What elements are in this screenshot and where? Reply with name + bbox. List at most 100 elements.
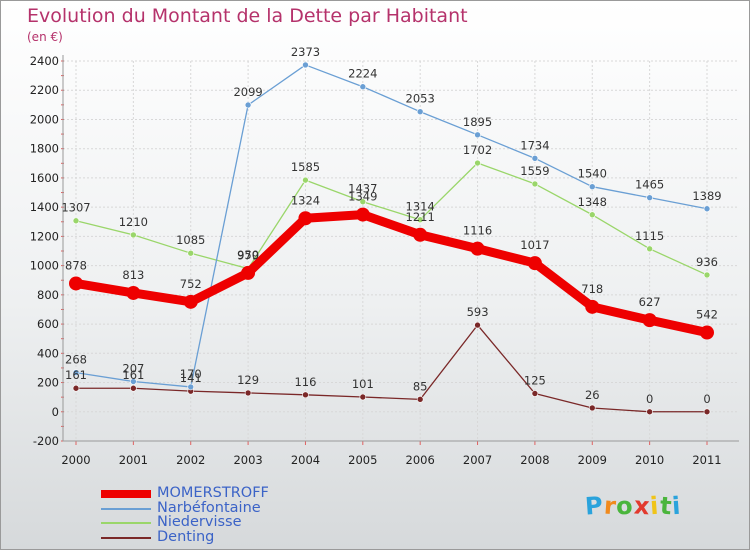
data-point — [355, 207, 370, 222]
data-point — [183, 294, 198, 309]
data-label: 1307 — [61, 201, 90, 215]
data-label: 1734 — [520, 138, 549, 152]
data-label: 1116 — [463, 224, 492, 238]
legend-swatch — [101, 522, 151, 524]
data-point — [703, 408, 711, 416]
data-point — [646, 194, 653, 201]
data-label: 161 — [65, 368, 87, 382]
x-tick-label: 2000 — [61, 453, 90, 467]
data-point — [642, 313, 657, 328]
data-point — [531, 155, 539, 162]
data-label: 2224 — [348, 67, 377, 81]
data-label: 0 — [646, 392, 653, 406]
data-point — [474, 131, 481, 139]
data-point — [703, 271, 711, 279]
y-tick-label: 2200 — [30, 83, 59, 97]
y-tick-label: 600 — [37, 317, 59, 331]
data-label: 950 — [237, 248, 259, 262]
legend-swatch — [101, 490, 151, 498]
data-point — [72, 369, 80, 376]
data-label: 979 — [237, 249, 259, 263]
data-point — [416, 108, 424, 116]
data-point — [69, 276, 83, 291]
data-label: 1702 — [463, 143, 492, 157]
data-point — [130, 384, 137, 392]
data-point — [700, 325, 714, 340]
x-tick-label: 2010 — [635, 453, 664, 467]
y-tick-label: 1400 — [30, 200, 59, 214]
data-label: 1540 — [578, 167, 607, 181]
data-point — [302, 176, 309, 184]
data-point — [359, 83, 367, 91]
data-point — [302, 61, 309, 69]
y-tick-label: 2400 — [30, 54, 59, 68]
legend-label: MOMERSTROFF — [157, 485, 269, 501]
data-label: 627 — [639, 295, 661, 309]
data-point — [531, 390, 539, 397]
data-point — [531, 180, 539, 188]
data-point — [416, 396, 424, 403]
data-label: 1348 — [578, 195, 607, 209]
logo-letter: o — [615, 491, 635, 521]
legend-label: Denting — [157, 528, 215, 545]
data-label: 116 — [294, 375, 316, 389]
y-tick-label: 1200 — [30, 229, 59, 243]
data-point — [72, 384, 80, 392]
y-tick-label: 800 — [37, 288, 59, 302]
data-point — [646, 408, 653, 416]
data-point — [588, 183, 596, 190]
axes: -200020040060080010001200140016001800200… — [30, 54, 739, 467]
data-label: 813 — [122, 268, 144, 282]
y-tick-label: 400 — [37, 346, 59, 360]
data-label: 542 — [696, 308, 718, 322]
data-label: 1559 — [520, 164, 549, 178]
data-label: 878 — [65, 258, 87, 272]
data-labels: 878 813 752 950 1324 1349 1211 1116 1017 718 627 54… — [61, 45, 721, 406]
data-label: 1895 — [463, 115, 492, 129]
chart-unit: (en €) — [27, 30, 63, 44]
data-point — [244, 389, 252, 397]
data-point — [646, 245, 653, 253]
x-tick-label: 2008 — [520, 453, 549, 467]
data-label: 0 — [703, 392, 710, 406]
series-line-Denting — [75, 324, 708, 413]
x-tick-label: 2005 — [348, 453, 377, 467]
y-tick-label: 1000 — [30, 259, 59, 273]
x-tick-label: 2006 — [406, 453, 435, 467]
data-point — [474, 159, 481, 167]
y-tick-label: 200 — [37, 376, 59, 390]
data-label: 170 — [180, 367, 202, 381]
data-label: 1324 — [291, 193, 320, 207]
data-point — [241, 265, 256, 280]
data-point — [359, 198, 367, 206]
proxiti-logo: Proxiti — [584, 491, 682, 521]
y-tick-label: 0 — [52, 405, 59, 419]
data-point — [585, 299, 600, 314]
data-point — [474, 321, 481, 329]
data-label: 752 — [180, 277, 202, 291]
data-label: 26 — [585, 388, 600, 402]
legend-swatch — [101, 536, 151, 539]
x-tick-label: 2011 — [692, 453, 721, 467]
data-label: 1349 — [348, 190, 377, 204]
series-line-Niedervisse — [75, 162, 708, 276]
data-label: 125 — [524, 374, 546, 388]
data-point — [527, 256, 542, 271]
data-label: 129 — [237, 373, 259, 387]
data-point — [588, 404, 596, 412]
data-point — [244, 101, 252, 109]
data-label: 1465 — [635, 178, 664, 192]
y-tick-label: -200 — [33, 434, 59, 448]
data-label: 1017 — [520, 238, 549, 252]
data-label: 101 — [352, 377, 374, 391]
x-tick-label: 2007 — [463, 453, 492, 467]
data-point — [470, 241, 485, 256]
x-tick-label: 2001 — [119, 453, 148, 467]
data-label: 718 — [581, 282, 603, 296]
data-label: 85 — [413, 379, 428, 393]
data-point — [130, 378, 137, 385]
x-tick-label: 2009 — [578, 453, 607, 467]
data-label: 1437 — [348, 182, 377, 196]
data-point — [413, 227, 428, 242]
